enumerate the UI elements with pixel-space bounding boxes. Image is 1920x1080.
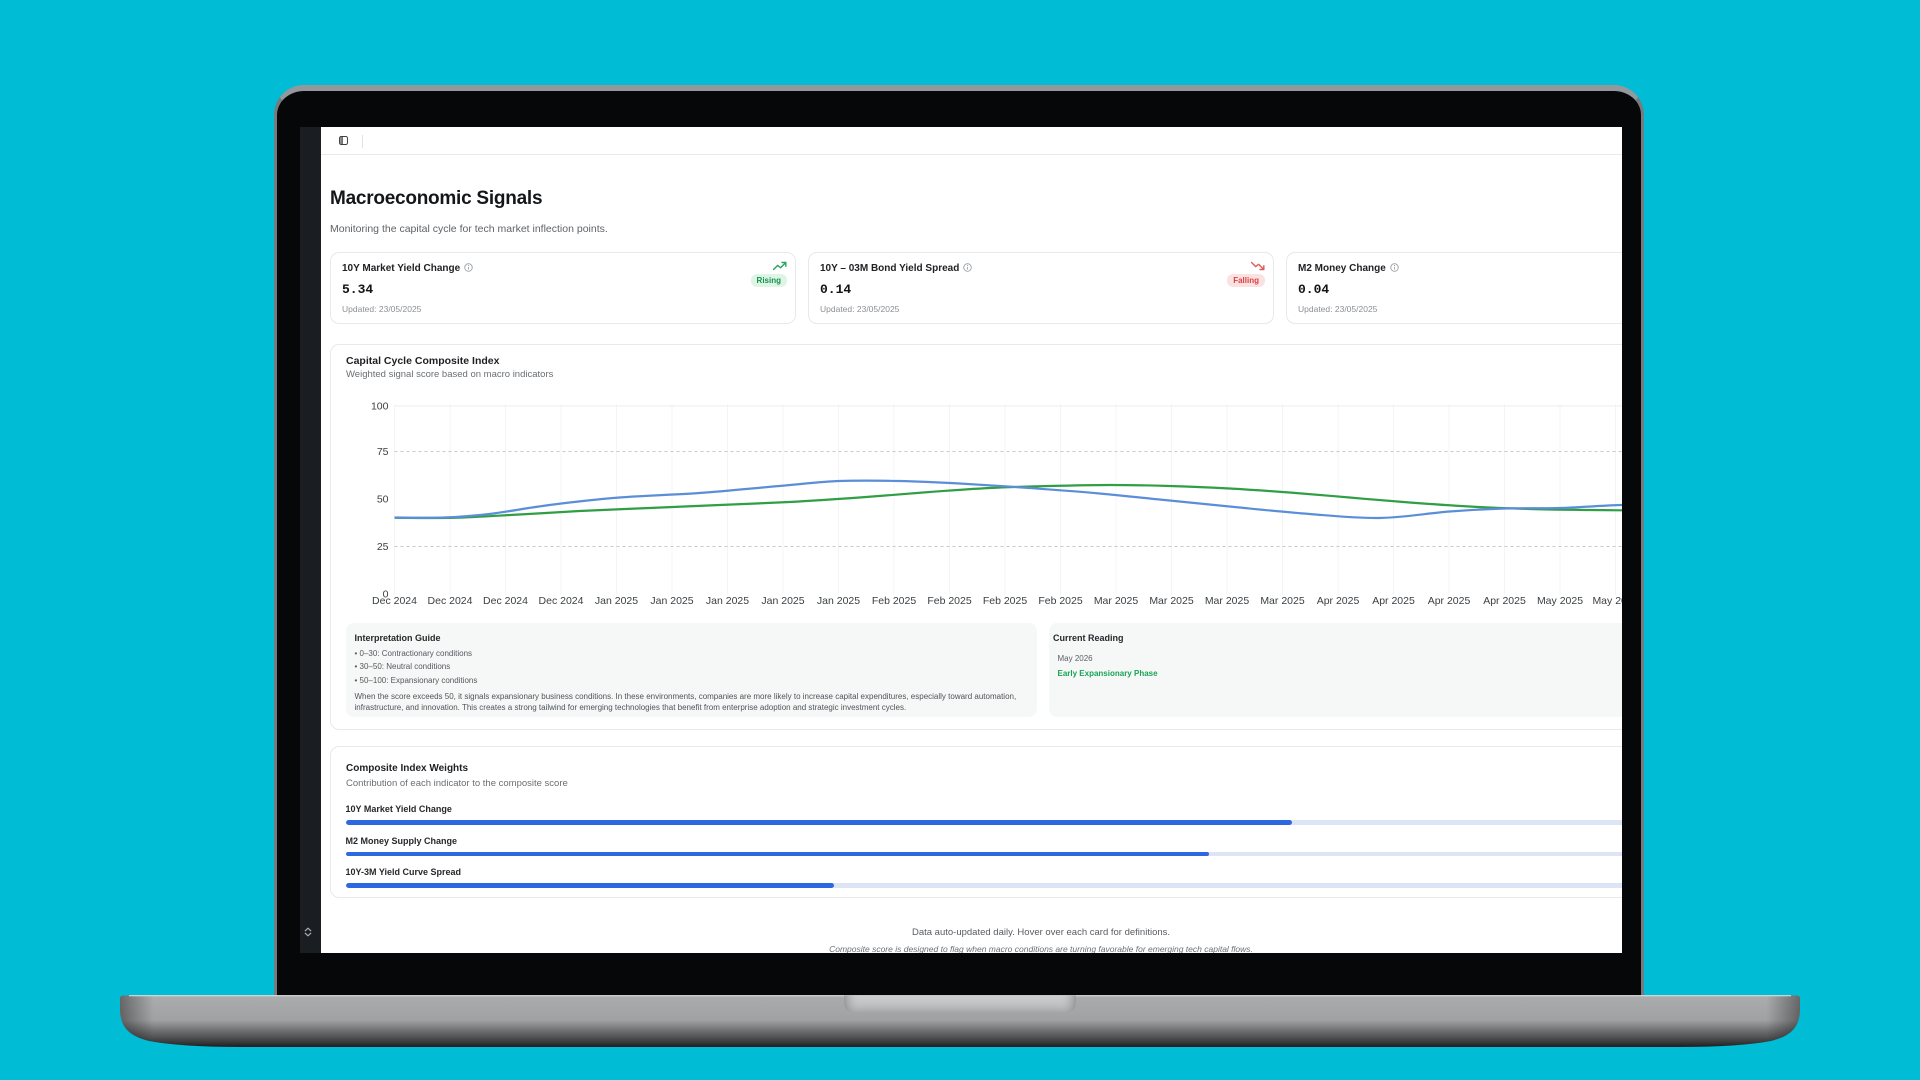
svg-text:Apr 2025: Apr 2025: [1372, 595, 1415, 607]
svg-text:Jan 2025: Jan 2025: [706, 595, 749, 607]
svg-text:Feb 2025: Feb 2025: [927, 595, 972, 607]
svg-text:25: 25: [377, 541, 389, 553]
svg-text:Jan 2025: Jan 2025: [761, 595, 804, 607]
svg-text:Jan 2025: Jan 2025: [595, 595, 638, 607]
svg-text:Feb 2025: Feb 2025: [872, 595, 917, 607]
svg-text:Mar 2025: Mar 2025: [1149, 595, 1194, 607]
svg-text:Mar 2025: Mar 2025: [1205, 595, 1250, 607]
svg-text:Apr 2025: Apr 2025: [1483, 595, 1526, 607]
svg-text:100: 100: [371, 400, 389, 412]
svg-text:Mar 2025: Mar 2025: [1260, 595, 1305, 607]
svg-text:Feb 2025: Feb 2025: [983, 595, 1028, 607]
svg-text:Dec 2024: Dec 2024: [539, 595, 584, 607]
svg-text:75: 75: [377, 446, 389, 458]
svg-text:Dec 2024: Dec 2024: [428, 595, 473, 607]
svg-text:Dec 2024: Dec 2024: [483, 595, 528, 607]
svg-text:May 2025: May 2025: [1537, 595, 1583, 607]
svg-text:Feb 2025: Feb 2025: [1038, 595, 1083, 607]
svg-text:Jan 2025: Jan 2025: [817, 595, 860, 607]
svg-text:Mar 2025: Mar 2025: [1094, 595, 1139, 607]
svg-text:Dec 2024: Dec 2024: [372, 595, 417, 607]
svg-text:Apr 2025: Apr 2025: [1317, 595, 1360, 607]
svg-text:May 2025: May 2025: [1592, 595, 1622, 607]
svg-text:0: 0: [383, 588, 389, 600]
svg-text:50: 50: [377, 493, 389, 505]
svg-text:Jan 2025: Jan 2025: [650, 595, 693, 607]
svg-text:Apr 2025: Apr 2025: [1428, 595, 1471, 607]
